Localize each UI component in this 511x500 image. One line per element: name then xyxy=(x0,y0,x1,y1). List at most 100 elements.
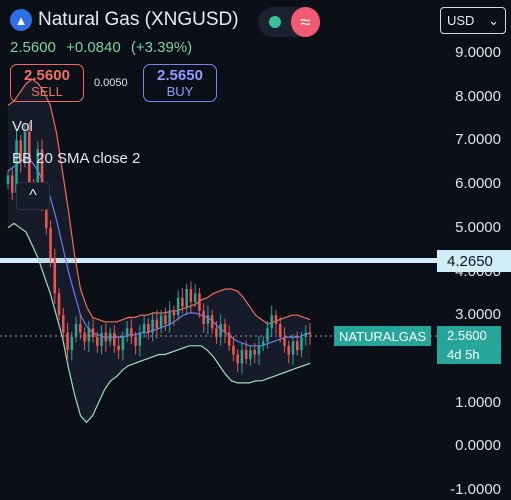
axis-tick-label: 7.0000 xyxy=(455,131,501,149)
indicator-bollinger[interactable]: BB 20 SMA close 2 xyxy=(12,150,141,167)
candle-body xyxy=(304,332,308,338)
axis-tick-label: 6.0000 xyxy=(455,175,501,193)
price-change-pct: (+3.39%) xyxy=(130,39,193,56)
candle-body xyxy=(244,350,248,359)
flame-icon: ▲ xyxy=(10,9,32,31)
candle-body xyxy=(15,140,18,193)
candle-body xyxy=(159,315,163,329)
candle-body xyxy=(232,345,235,355)
chevron-down-icon: ⌄ xyxy=(488,12,499,28)
spread-value: 0.0050 xyxy=(94,77,128,89)
candle-body xyxy=(49,227,52,259)
candle-body xyxy=(266,328,269,342)
price-change: +0.0840 xyxy=(66,39,121,56)
bb-lower-line xyxy=(7,222,311,424)
sell-price: 2.5600 xyxy=(24,67,70,84)
candle-body xyxy=(117,345,120,351)
candle-body xyxy=(164,315,167,324)
candle-body xyxy=(151,319,154,333)
last-price-tag: 2.5600 4d 5h xyxy=(437,326,501,364)
candle-body xyxy=(113,332,116,346)
symbol-title[interactable]: ▲ Natural Gas (XNGUSD) xyxy=(10,9,239,31)
candle-body xyxy=(291,341,295,355)
axis-tick-label: 1.0000 xyxy=(455,393,501,411)
candle-body xyxy=(308,332,312,335)
candle-body xyxy=(300,337,303,351)
candle-body xyxy=(181,297,184,307)
axis-tick-label: 5.0000 xyxy=(455,218,501,236)
candle-body xyxy=(223,323,227,333)
candle-body xyxy=(104,332,108,342)
candle-body xyxy=(62,315,65,333)
bar-countdown: 4d 5h xyxy=(447,347,480,362)
sell-label: SELL xyxy=(31,84,63,99)
candle-body xyxy=(185,288,188,307)
candle-body xyxy=(287,345,291,355)
buy-price: 2.5650 xyxy=(157,67,203,84)
candle-body xyxy=(278,323,282,338)
axis-tick-label: 8.0000 xyxy=(455,87,501,105)
candle-body xyxy=(40,149,44,206)
price-summary: 2.5600 +0.0840 (+3.39%) xyxy=(10,39,198,56)
collapse-indicators-button[interactable]: ^ xyxy=(16,182,50,210)
candle-body xyxy=(121,337,125,351)
candle-body xyxy=(100,332,103,346)
candle-body xyxy=(83,332,86,342)
candle-body xyxy=(198,293,201,311)
candle-body xyxy=(87,328,91,342)
wave-icon[interactable]: ≈ xyxy=(290,7,320,37)
candle-body xyxy=(206,315,210,324)
axis-tick-label: 3.0000 xyxy=(455,306,501,324)
candle-body xyxy=(227,332,231,346)
candle-body xyxy=(147,323,150,333)
candle-body xyxy=(36,149,40,193)
candle-body xyxy=(295,341,299,351)
horizontal-line[interactable] xyxy=(0,258,437,263)
symbol-tag: NATURALGAS xyxy=(334,326,432,346)
candle-body xyxy=(215,328,218,338)
candle-body xyxy=(125,328,129,338)
candle-body xyxy=(108,332,112,342)
candle-body xyxy=(270,315,273,329)
candle-body xyxy=(19,140,23,163)
candle-body xyxy=(142,323,146,333)
axis-tick-label: -1.0000 xyxy=(450,481,501,498)
mode-toggle[interactable]: ≈ xyxy=(258,7,320,37)
candle-body xyxy=(91,328,95,338)
currency-select[interactable]: USD ⌄ xyxy=(440,7,506,34)
candle-body xyxy=(66,332,69,351)
candle-body xyxy=(236,354,239,364)
horizontal-line-label[interactable]: 4.2650 xyxy=(437,250,511,272)
candle-body xyxy=(172,310,176,316)
candle-body xyxy=(253,350,256,355)
candle-body xyxy=(130,328,133,338)
bb-upper-line xyxy=(7,78,311,325)
sell-button[interactable]: 2.5600 SELL xyxy=(10,64,84,102)
candle-body xyxy=(219,323,222,338)
candle-body xyxy=(45,205,48,228)
indicator-vol[interactable]: Vol xyxy=(12,118,33,135)
candle-body xyxy=(189,288,193,303)
candle-body xyxy=(138,332,142,346)
candle-body xyxy=(210,315,214,329)
candle-body xyxy=(96,337,99,346)
candle-body xyxy=(176,297,180,316)
candle-body xyxy=(283,337,286,346)
candle-body xyxy=(249,350,252,359)
symbol-name: Natural Gas (XNGUSD) xyxy=(38,9,239,30)
buy-button[interactable]: 2.5650 BUY xyxy=(143,64,217,102)
currency-value: USD xyxy=(447,13,475,28)
candle-body xyxy=(74,323,78,338)
buy-label: BUY xyxy=(166,84,194,99)
candle-body xyxy=(10,175,14,193)
bb-fill xyxy=(8,79,310,423)
candle-body xyxy=(134,337,137,346)
axis-tick-label: 9.0000 xyxy=(455,44,501,61)
candle-body xyxy=(6,175,10,185)
candle-body xyxy=(240,350,244,364)
status-dot-icon xyxy=(269,16,281,28)
candle-body xyxy=(70,337,74,351)
candle-body xyxy=(57,293,61,316)
candle-body xyxy=(79,323,82,333)
candle-body xyxy=(261,341,265,346)
